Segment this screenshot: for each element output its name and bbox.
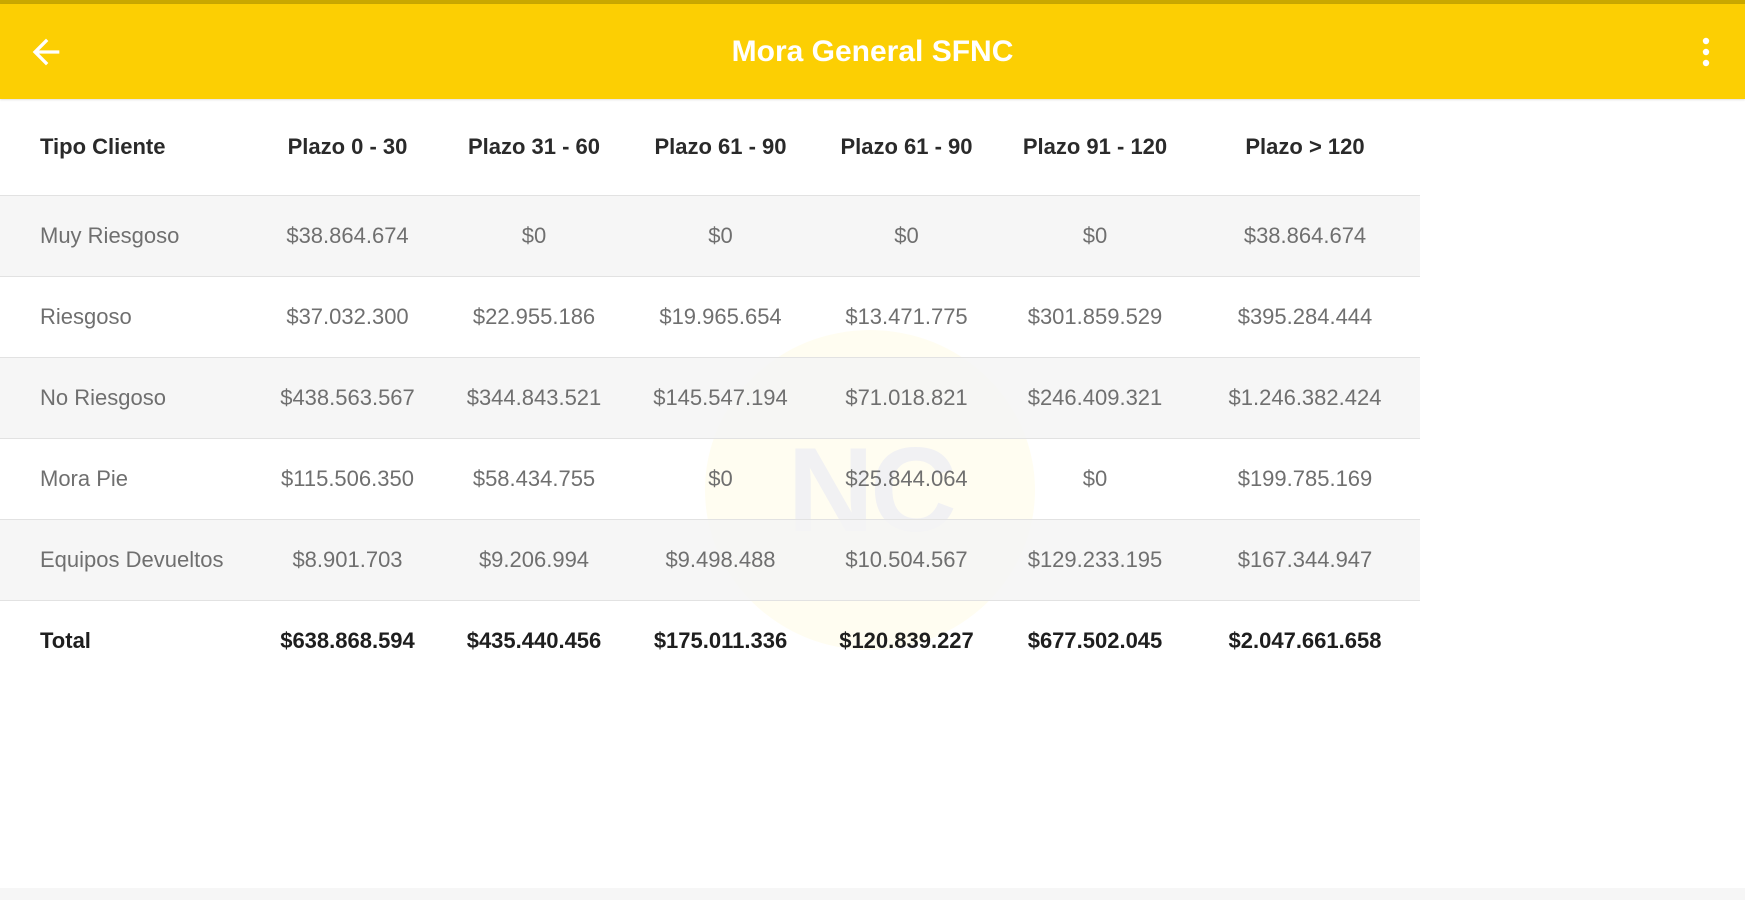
table-cell: $0 [440, 195, 628, 277]
table-cell: $145.547.194 [628, 357, 813, 439]
overflow-menu-button[interactable] [1692, 34, 1720, 70]
column-header: Plazo 0 - 30 [255, 99, 440, 196]
table-cell: $10.504.567 [813, 519, 1000, 601]
table-cell: $0 [628, 195, 813, 277]
row-label: Mora Pie [0, 438, 255, 520]
table-cell: $1.246.382.424 [1190, 357, 1420, 439]
row-label: Equipos Devueltos [0, 519, 255, 601]
table-cell: $115.506.350 [255, 438, 440, 520]
mora-table-container: Tipo Cliente Plazo 0 - 30 Plazo 31 - 60 … [0, 99, 1420, 682]
total-cell: $175.011.336 [653, 628, 788, 654]
table-cell: $22.955.186 [440, 276, 628, 358]
more-vertical-icon [1702, 37, 1710, 67]
total-cell: $120.839.227 [839, 628, 974, 654]
table-cell: $246.409.321 [1000, 357, 1190, 439]
column-header: Tipo Cliente [0, 99, 255, 196]
table-cell: $0 [628, 438, 813, 520]
table-cell: $19.965.654 [628, 276, 813, 358]
bottom-edge [0, 888, 1745, 900]
table-cell: $0 [1000, 195, 1190, 277]
app-bar: Mora General SFNC [0, 4, 1745, 99]
total-cell: $435.440.456 [466, 628, 602, 654]
table-row: Equipos Devueltos $8.901.703 $9.206.994 … [0, 519, 1420, 601]
table-cell: $37.032.300 [255, 276, 440, 358]
arrow-left-icon [32, 38, 60, 66]
table-cell: $38.864.674 [255, 195, 440, 277]
table-cell: $301.859.529 [1000, 276, 1190, 358]
table-header-row: Tipo Cliente Plazo 0 - 30 Plazo 31 - 60 … [0, 99, 1420, 196]
table-cell: $344.843.521 [440, 357, 628, 439]
table-cell: $395.284.444 [1190, 276, 1420, 358]
table-cell: $38.864.674 [1190, 195, 1420, 277]
table-cell: $71.018.821 [813, 357, 1000, 439]
total-row: Total $638.868.594 $435.440.456 $175.011… [0, 600, 1420, 682]
table-cell: $9.206.994 [440, 519, 628, 601]
total-cell: $638.868.594 [280, 628, 415, 654]
column-header: Plazo 31 - 60 [440, 99, 628, 196]
mora-table: Tipo Cliente Plazo 0 - 30 Plazo 31 - 60 … [0, 99, 1420, 682]
total-cell: $677.502.045 [1027, 628, 1163, 654]
table-cell: $129.233.195 [1000, 519, 1190, 601]
table-cell: $8.901.703 [255, 519, 440, 601]
column-header: Plazo > 120 [1190, 99, 1420, 196]
page-title: Mora General SFNC [731, 35, 1014, 68]
row-label: Riesgoso [0, 276, 255, 358]
table-cell: $167.344.947 [1190, 519, 1420, 601]
status-bar-edge [0, 0, 1745, 4]
table-row: No Riesgoso $438.563.567 $344.843.521 $1… [0, 357, 1420, 439]
row-label: Muy Riesgoso [0, 195, 255, 277]
table-cell: $58.434.755 [440, 438, 628, 520]
table-cell: $0 [1000, 438, 1190, 520]
total-label: Total [40, 628, 91, 654]
table-row: Muy Riesgoso $38.864.674 $0 $0 $0 $0 $38… [0, 195, 1420, 277]
total-cell: $2.047.661.658 [1228, 628, 1382, 654]
row-label: No Riesgoso [0, 357, 255, 439]
column-header: Plazo 61 - 90 [813, 99, 1000, 196]
column-header: Plazo 61 - 90 [628, 99, 813, 196]
table-cell: $438.563.567 [255, 357, 440, 439]
table-row: Mora Pie $115.506.350 $58.434.755 $0 $25… [0, 438, 1420, 520]
table-cell: $0 [813, 195, 1000, 277]
table-cell: $13.471.775 [813, 276, 1000, 358]
back-button[interactable] [26, 32, 66, 72]
table-cell: $9.498.488 [628, 519, 813, 601]
table-cell: $25.844.064 [813, 438, 1000, 520]
column-header: Plazo 91 - 120 [1000, 99, 1190, 196]
table-row: Riesgoso $37.032.300 $22.955.186 $19.965… [0, 276, 1420, 358]
table-cell: $199.785.169 [1190, 438, 1420, 520]
